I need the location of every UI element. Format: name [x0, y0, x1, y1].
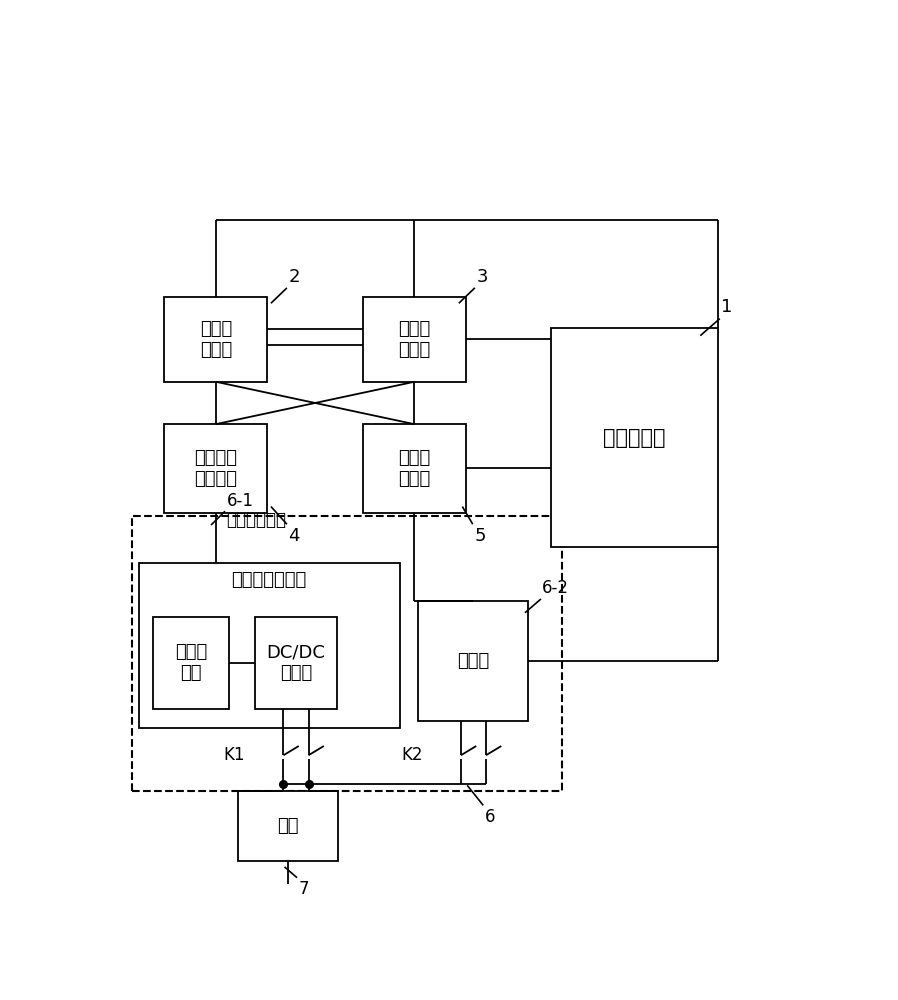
Bar: [237, 791, 339, 861]
Bar: [550, 328, 718, 547]
Bar: [363, 424, 466, 513]
Bar: [132, 516, 562, 791]
Text: 7: 7: [298, 880, 309, 898]
Text: 6-1: 6-1: [226, 492, 253, 510]
Text: 锤电池: 锤电池: [457, 652, 489, 670]
Text: 6-2: 6-2: [542, 579, 569, 597]
Bar: [363, 297, 466, 382]
Bar: [164, 424, 268, 513]
Text: 动力电源系统: 动力电源系统: [226, 511, 286, 529]
Bar: [153, 617, 229, 709]
Text: 动力分
配系统: 动力分 配系统: [200, 320, 232, 359]
Text: 燃料电池
控制单元: 燃料电池 控制单元: [195, 449, 237, 488]
Text: 氢燃料
电堆: 氢燃料 电堆: [175, 643, 207, 682]
Bar: [164, 297, 268, 382]
Text: 整车控制器: 整车控制器: [603, 428, 665, 448]
Text: 氢燃料电池系统: 氢燃料电池系统: [232, 571, 307, 589]
Text: 3: 3: [476, 268, 488, 286]
Text: 5: 5: [474, 527, 486, 545]
Bar: [255, 617, 337, 709]
Bar: [138, 563, 400, 728]
Text: 功率分
配系统: 功率分 配系统: [398, 320, 430, 359]
Text: K2: K2: [401, 746, 423, 764]
Text: 1: 1: [721, 298, 733, 316]
Text: 电池管
理系统: 电池管 理系统: [398, 449, 430, 488]
Text: 负载: 负载: [277, 817, 299, 835]
Text: 2: 2: [288, 268, 300, 286]
Text: 6: 6: [485, 808, 495, 826]
Text: K1: K1: [224, 746, 245, 764]
Text: DC/DC
变换器: DC/DC 变换器: [267, 643, 325, 682]
Text: 4: 4: [288, 527, 300, 545]
Bar: [418, 601, 528, 721]
